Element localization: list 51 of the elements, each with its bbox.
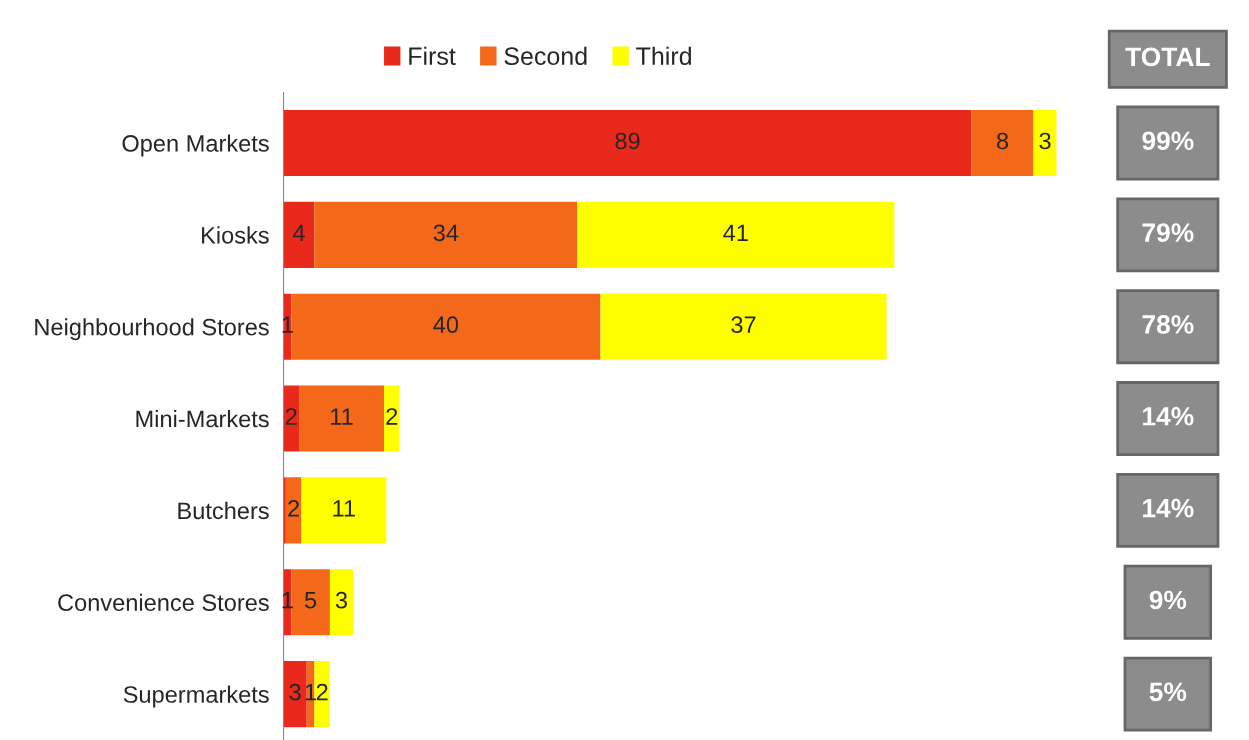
data-label: 3 — [1039, 132, 1051, 150]
data-label: 2 — [285, 408, 297, 425]
y-tick-label: Convenience Stores — [58, 593, 269, 612]
data-label: 11 — [331, 408, 353, 425]
y-tick-label: Mini-Markets — [136, 409, 269, 428]
bar — [291, 293, 601, 360]
text: 14% — [1143, 498, 1194, 518]
bar — [301, 477, 387, 544]
y-tick-label: Butchers — [178, 501, 269, 520]
y-tick-label: Open Markets — [122, 134, 269, 157]
text: 5% — [1149, 682, 1187, 702]
data-label: 2 — [386, 408, 398, 425]
text: 9% — [1149, 590, 1187, 610]
text: 79% — [1142, 223, 1194, 242]
data-label: 34 — [433, 224, 459, 242]
data-label: 37 — [731, 316, 756, 334]
data-label: 40 — [433, 316, 459, 334]
bar — [329, 569, 354, 636]
y-tick-label: Supermarkets — [123, 685, 269, 708]
data-label: 2 — [316, 683, 328, 701]
bar — [291, 569, 330, 636]
legend-label: Third — [636, 46, 691, 66]
bar — [283, 109, 972, 177]
bar — [384, 385, 400, 452]
bar — [314, 201, 578, 268]
data-label: 5 — [304, 592, 317, 609]
text: TOTAL — [1125, 47, 1210, 67]
text: 78% — [1142, 315, 1194, 334]
text: 99% — [1142, 131, 1194, 151]
data-label: 89 — [615, 132, 640, 150]
bar — [283, 661, 307, 728]
y-tick-label: Kiosks — [202, 226, 269, 244]
data-label: 4 — [292, 224, 305, 241]
bar — [298, 385, 385, 452]
bar — [577, 201, 895, 268]
data-label: 3 — [289, 683, 301, 701]
legend-label: First — [409, 46, 456, 66]
bar — [283, 201, 315, 268]
legend-label: Second — [504, 46, 587, 66]
data-label: 41 — [723, 224, 748, 241]
data-label: 2 — [288, 500, 299, 517]
data-label: 11 — [333, 500, 355, 517]
data-label: 3 — [335, 591, 348, 609]
bar — [1033, 109, 1057, 177]
bar — [971, 109, 1034, 177]
bar — [600, 293, 887, 360]
bar — [285, 477, 302, 544]
bar — [283, 385, 299, 452]
y-tick-label: Neighbourhood Stores — [35, 318, 269, 341]
data-label: 8 — [997, 132, 1009, 150]
text: 14% — [1143, 407, 1194, 426]
